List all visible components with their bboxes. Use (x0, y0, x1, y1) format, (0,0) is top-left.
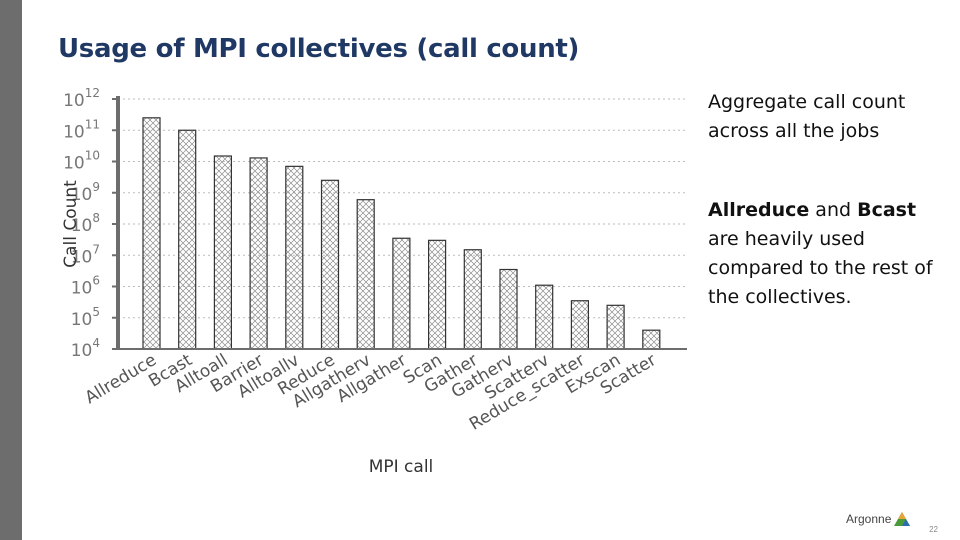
bar-scatter (642, 329, 661, 350)
y-tick-label: 1010 (63, 149, 100, 174)
bar-allreduce (142, 117, 161, 350)
note-usage: Allreduce and Bcast are heavily used com… (708, 196, 933, 312)
y-tick-label: 105 (71, 305, 100, 330)
x-axis-label: MPI call (369, 457, 434, 477)
bar-scatterv (535, 284, 554, 350)
left-accent-bar (0, 0, 22, 540)
note-line-5: compared to the rest of (708, 257, 933, 279)
x-tick-labels: AllreduceBcastAlltoallBarrierAlltoallvRe… (82, 350, 660, 435)
bar-barrier (249, 157, 268, 350)
bars (142, 117, 661, 350)
note-line-2: across all the jobs (708, 120, 880, 142)
bar-alltoallv (285, 165, 304, 350)
note-bold-allreduce: Allreduce (708, 199, 810, 221)
y-tick-label: 1011 (63, 117, 100, 142)
note-bold-bcast: Bcast (857, 199, 917, 221)
argonne-logo: Argonne (846, 512, 911, 526)
bar-reduce (320, 179, 340, 350)
note-line-1: Aggregate call count (708, 91, 906, 113)
bar-scan (428, 239, 447, 350)
y-tick-label: 106 (71, 274, 100, 299)
y-axis-label: Call Count (61, 180, 81, 268)
note-line-4: are heavily used (708, 228, 865, 250)
bar-gather (463, 249, 482, 350)
note-line-3: Allreduce and Bcast (708, 196, 933, 225)
bar-gatherv (499, 268, 518, 350)
bar-reduce_scatter (570, 300, 590, 350)
y-tick-label: 1012 (63, 86, 100, 111)
logo-text: Argonne (846, 512, 892, 526)
note-aggregate: Aggregate call count across all the jobs (708, 88, 905, 146)
bar-allgather (392, 237, 411, 350)
bar-exscan (606, 304, 625, 350)
slide-title: Usage of MPI collectives (call count) (58, 34, 580, 64)
bar-allgatherv (356, 199, 375, 350)
page-number: 22 (929, 525, 938, 534)
y-tick-label: 104 (71, 336, 100, 361)
axes (116, 96, 687, 350)
y-tick-label: 108 (71, 211, 100, 236)
note-and: and (809, 199, 858, 221)
triangle-logo-icon (894, 512, 911, 526)
bar-bcast (178, 129, 197, 350)
bar-alltoall (213, 155, 232, 350)
note-line-6: the collectives. (708, 286, 852, 308)
